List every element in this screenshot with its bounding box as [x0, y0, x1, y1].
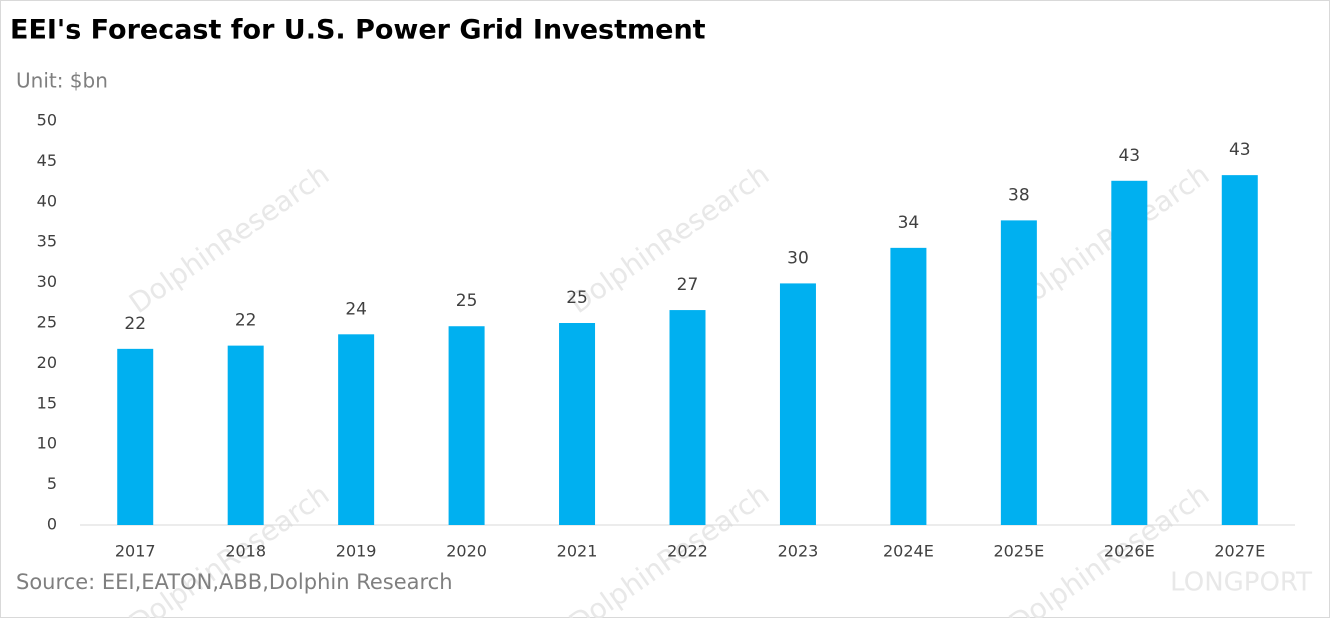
x-tick-label: 2023: [778, 542, 819, 561]
y-tick-label: 30: [37, 272, 57, 291]
x-tick-label: 2017: [115, 542, 156, 561]
y-tick-label: 0: [47, 515, 57, 534]
bar: [117, 348, 154, 525]
x-tick-label: 2020: [446, 542, 487, 561]
chart-title: EEI's Forecast for U.S. Power Grid Inves…: [10, 15, 706, 46]
bar: [448, 326, 485, 525]
x-tick-label: 2021: [557, 542, 598, 561]
y-tick-label: 10: [37, 434, 57, 453]
value-label: 25: [456, 291, 478, 311]
bar: [890, 247, 927, 525]
value-label: 43: [1118, 146, 1140, 166]
value-label: 30: [787, 248, 809, 268]
value-label: 25: [566, 288, 588, 308]
bar: [669, 310, 706, 525]
bar: [227, 345, 264, 525]
watermark: LONGPORT: [1170, 568, 1312, 598]
bar: [559, 323, 596, 525]
x-tick-label: 2027E: [1214, 542, 1265, 561]
value-label: 34: [898, 213, 920, 233]
bar: [338, 334, 375, 525]
x-tick-label: 2019: [336, 542, 377, 561]
x-tick-label: 2026E: [1104, 542, 1155, 561]
x-tick-label: 2025E: [993, 542, 1044, 561]
bar: [1000, 220, 1037, 525]
bar: [1221, 175, 1258, 526]
value-label: 24: [345, 299, 367, 319]
x-tick-label: 2022: [667, 542, 708, 561]
value-label: 38: [1008, 185, 1030, 205]
x-tick-label: 2018: [225, 542, 266, 561]
y-tick-label: 15: [37, 393, 57, 412]
bar: [1111, 180, 1148, 526]
value-label: 27: [677, 275, 699, 295]
bar: [779, 283, 816, 525]
y-tick-label: 40: [37, 191, 57, 210]
source: Source: EEI,EATON,ABB,Dolphin Research: [16, 570, 453, 594]
y-tick-label: 35: [37, 232, 57, 251]
y-tick-label: 45: [37, 151, 57, 170]
x-tick-label: 2024E: [883, 542, 934, 561]
value-label: 43: [1229, 140, 1251, 160]
value-label: 22: [235, 311, 257, 331]
y-tick-label: 25: [37, 313, 57, 332]
y-tick-label: 20: [37, 353, 57, 372]
y-tick-label: 5: [47, 474, 57, 493]
y-tick-label: 50: [37, 111, 57, 130]
value-label: 22: [124, 314, 146, 334]
subtitle: Unit: $bn: [16, 69, 108, 93]
